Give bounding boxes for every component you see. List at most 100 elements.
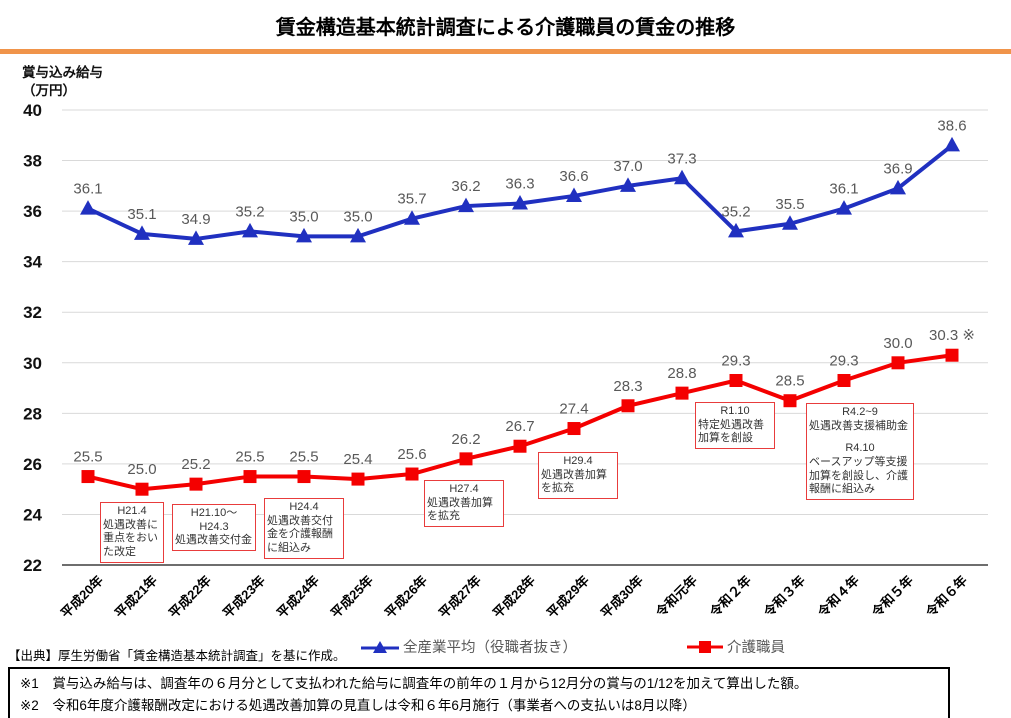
data-point-marker	[567, 422, 581, 436]
data-point-marker	[782, 215, 798, 230]
x-category-label: 平成23年	[220, 573, 268, 621]
data-point-marker	[890, 179, 906, 195]
note-2: ※2 令和6年度介護報酬改定における処遇改善加算の見直しは令和６年6月施行（事業…	[20, 697, 696, 713]
data-point-label: 35.2	[235, 203, 264, 220]
data-point-label: 28.3	[613, 378, 642, 395]
x-category-label: 令和６年	[923, 573, 970, 620]
data-point-label: 37.0	[613, 158, 642, 175]
y-tick-label: 34	[23, 253, 42, 272]
data-point-label: 36.2	[451, 178, 480, 195]
data-point-label: 25.5	[73, 449, 102, 466]
data-point-label: 30.3 ※	[929, 327, 975, 344]
data-point-marker	[728, 222, 744, 238]
y-tick-label: 30	[23, 354, 42, 373]
data-point-marker	[351, 472, 365, 486]
data-point-label: 26.2	[451, 431, 480, 448]
data-point-marker	[350, 227, 366, 243]
x-category-label: 平成25年	[328, 573, 376, 621]
data-point-marker	[405, 467, 419, 481]
legend-item-all-industry: 全産業平均（役職者抜き）	[360, 636, 577, 657]
y-tick-label: 40	[23, 101, 42, 120]
data-point-label: 25.4	[343, 451, 372, 468]
data-point-label: 38.6	[937, 117, 966, 134]
data-point-label: 35.7	[397, 191, 426, 208]
data-point-label: 37.3	[667, 150, 696, 167]
data-point-label: 36.9	[883, 160, 912, 177]
data-point-marker	[459, 452, 473, 466]
source-note: 【出典】厚生労働省「賃金構造基本統計調査」を基に作成。	[8, 649, 346, 663]
x-category-label: 平成27年	[436, 573, 484, 621]
x-category-label: 令和４年	[815, 573, 862, 620]
data-point-marker	[729, 373, 743, 387]
data-point-marker	[512, 195, 528, 210]
data-point-label: 25.0	[127, 461, 156, 478]
y-tick-label: 26	[23, 455, 42, 474]
data-point-label: 35.1	[127, 206, 156, 223]
data-point-label: 25.5	[235, 449, 264, 466]
data-point-label: 35.0	[289, 208, 318, 225]
data-point-label: 28.5	[775, 373, 804, 390]
data-point-marker	[243, 470, 257, 484]
title-underline	[0, 49, 1011, 54]
data-point-marker	[566, 187, 582, 202]
data-point-marker	[242, 222, 258, 238]
y-tick-label: 38	[23, 152, 42, 171]
line-chart-svg: 40 38 36 34 32 30 28 26 24 22 平成20年 平成21年 平成22年 平成23年…	[23, 101, 988, 621]
data-point-label: 30.0	[883, 335, 912, 352]
legend-marker-triangle-icon	[361, 640, 399, 653]
x-category-label: 平成21年	[112, 573, 160, 621]
data-point-label: 29.3	[829, 352, 858, 369]
data-point-marker	[297, 470, 311, 484]
data-point-marker	[620, 177, 636, 192]
x-category-label: 平成24年	[274, 573, 322, 621]
note-1: ※1 賞与込み給与は、調査年の６月分として支払われた給与に調査年の前年の１月から…	[20, 676, 808, 691]
page-title: 賃金構造基本統計調査による介護職員の賃金の推移	[275, 17, 736, 39]
data-point-label: 36.1	[73, 181, 102, 198]
y-tick-label: 32	[23, 303, 42, 322]
y-tick-label: 22	[23, 556, 42, 575]
data-point-marker	[189, 477, 203, 491]
data-point-marker	[188, 230, 204, 245]
x-category-label: 令和５年	[869, 573, 916, 620]
data-point-marker	[458, 197, 474, 213]
legend-label-care-worker: 介護職員	[727, 640, 785, 656]
legend-marker-square-icon	[687, 640, 723, 653]
data-point-marker	[296, 227, 312, 243]
legend-item-care-worker: 介護職員	[686, 636, 785, 657]
data-point-label: 35.2	[721, 203, 750, 220]
data-point-label: 27.4	[559, 401, 588, 418]
notes-box: ※1 賞与込み給与は、調査年の６月分として支払われた給与に調査年の前年の１月から…	[8, 667, 950, 718]
x-category-label: 平成22年	[166, 573, 214, 621]
y-tick-label: 24	[23, 505, 42, 524]
data-point-marker	[80, 200, 96, 215]
y-axis-unit-label: 賞与込み給与 （万円）	[22, 64, 103, 100]
data-point-marker	[675, 386, 689, 400]
data-point-marker	[134, 225, 150, 240]
y-tick-label: 28	[23, 404, 42, 423]
data-point-marker	[135, 482, 149, 496]
data-point-label: 25.5	[289, 449, 318, 466]
data-point-marker	[945, 348, 959, 362]
x-category-label: 平成20年	[58, 573, 106, 621]
data-point-label: 35.5	[775, 196, 804, 213]
data-point-marker	[674, 169, 690, 185]
data-point-label: 34.9	[181, 211, 210, 228]
x-category-label: 平成26年	[382, 573, 430, 621]
legend-label-all-industry: 全産業平均（役職者抜き）	[403, 640, 577, 656]
data-point-label: 29.3	[721, 352, 750, 369]
data-point-marker	[81, 470, 95, 484]
data-point-label: 36.1	[829, 181, 858, 198]
x-category-label: 令和２年	[707, 573, 754, 620]
data-point-marker	[621, 399, 635, 413]
y-axis-unit-line1: 賞与込み給与	[22, 65, 103, 80]
data-point-label: 26.7	[505, 418, 534, 435]
data-point-marker	[944, 136, 960, 152]
data-point-marker	[891, 356, 905, 370]
x-category-label: 平成29年	[544, 573, 592, 621]
data-point-label: 28.8	[667, 365, 696, 382]
data-point-label: 35.0	[343, 208, 372, 225]
x-category-label: 令和３年	[761, 573, 808, 620]
data-point-marker	[783, 394, 797, 408]
data-point-marker	[837, 373, 851, 387]
